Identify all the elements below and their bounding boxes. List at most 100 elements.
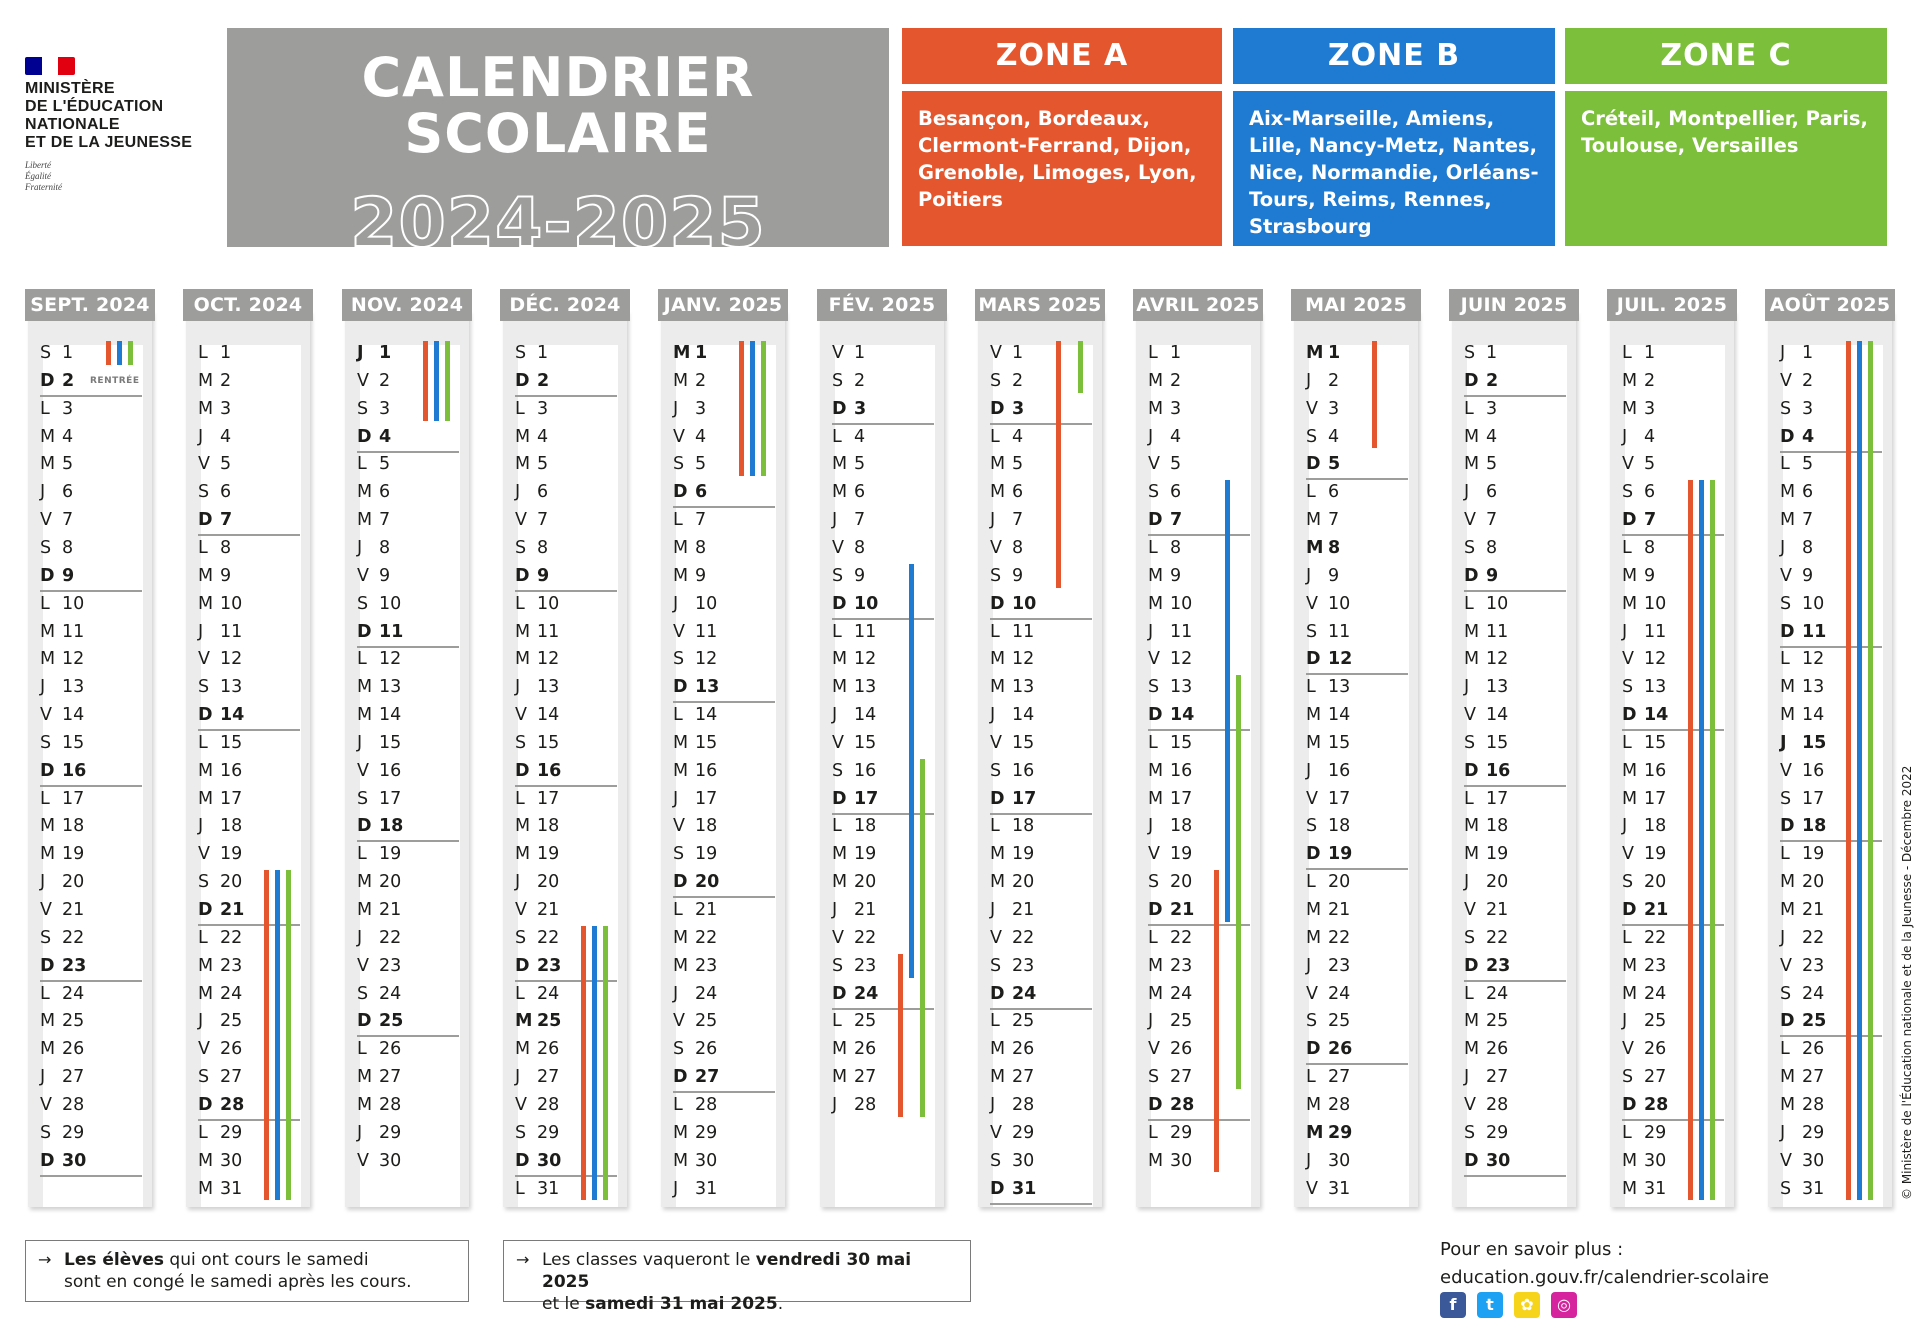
day-number: 12 xyxy=(1012,649,1035,670)
day-number: 24 xyxy=(379,983,402,1004)
weekday-letter: M xyxy=(1306,1122,1324,1143)
weekday-letter: M xyxy=(1622,398,1638,419)
holiday-bar-zone-c xyxy=(128,341,133,365)
day-number: 20 xyxy=(1170,872,1193,893)
day-row: M 16 xyxy=(1622,757,1724,785)
day-number: 8 xyxy=(220,537,232,558)
day-number: 24 xyxy=(1328,983,1351,1004)
day-number: 2 xyxy=(854,370,866,391)
facebook-icon[interactable]: f xyxy=(1440,1292,1466,1318)
day-number: 27 xyxy=(379,1067,402,1088)
day-number: 21 xyxy=(854,900,877,920)
day-number: 8 xyxy=(695,537,707,558)
day-number: 23 xyxy=(537,955,562,976)
weekday-letter: L xyxy=(832,1011,842,1032)
day-number: 30 xyxy=(220,1150,243,1171)
holiday-bar-zone-c xyxy=(445,341,450,421)
weekday-letter: D xyxy=(198,705,213,726)
day-row: D 23 xyxy=(40,952,142,982)
day-row: J 18 xyxy=(1148,812,1250,840)
day-row: S 20 xyxy=(198,868,300,896)
weekday-letter: L xyxy=(515,1178,525,1199)
day-number: 10 xyxy=(695,593,718,614)
holiday-bar-zone-a xyxy=(106,341,111,365)
weekday-letter: M xyxy=(515,816,531,837)
day-row: L 15 xyxy=(1148,729,1250,757)
weekday-letter: M xyxy=(1464,426,1480,447)
day-number: 17 xyxy=(537,788,560,809)
day-row: V 26 xyxy=(1622,1035,1724,1063)
day-number: 19 xyxy=(695,844,718,865)
day-number: 19 xyxy=(379,844,402,865)
day-row: D 30 xyxy=(1464,1147,1566,1177)
weekday-letter: J xyxy=(198,816,204,837)
zone-c-cities: Créteil, Montpellier, Paris, Toulouse, V… xyxy=(1565,91,1887,246)
day-row: M 26 xyxy=(832,1035,934,1063)
day-number: 31 xyxy=(537,1178,560,1199)
day-row: V 19 xyxy=(1148,840,1250,868)
rentree-note: RENTRÉE xyxy=(90,375,140,386)
day-row: D 25 xyxy=(357,1007,459,1038)
day-row: M 27 xyxy=(357,1063,459,1091)
day-number: 19 xyxy=(62,844,85,865)
day-number: 26 xyxy=(1170,1039,1193,1060)
weekday-letter: D xyxy=(990,1178,1005,1199)
snapchat-icon[interactable]: ✿ xyxy=(1514,1292,1540,1318)
day-number: 9 xyxy=(1644,565,1656,586)
weekday-letter: L xyxy=(1148,732,1158,753)
day-number: 1 xyxy=(1328,343,1341,363)
day-row: L 12 xyxy=(357,645,459,673)
weekday-letter: D xyxy=(1306,649,1321,670)
day-number: 28 xyxy=(695,1094,718,1115)
day-number: 31 xyxy=(695,1178,718,1199)
weekday-letter: V xyxy=(357,760,369,781)
day-number: 2 xyxy=(1170,370,1182,391)
day-number: 25 xyxy=(854,1011,877,1032)
weekday-letter: J xyxy=(1464,872,1470,893)
weekday-letter: M xyxy=(357,900,373,920)
more-info-link[interactable]: education.gouv.fr/calendrier-scolaire xyxy=(1440,1267,1770,1288)
day-row: M 11 xyxy=(1464,618,1566,646)
day-number: 19 xyxy=(1644,844,1667,865)
motto-line: Liberté xyxy=(25,160,51,170)
weekday-letter: L xyxy=(515,593,525,614)
day-row: D 24 xyxy=(990,980,1092,1010)
weekday-letter: V xyxy=(40,900,52,920)
day-row: D 30 xyxy=(515,1147,617,1177)
day-number: 30 xyxy=(1644,1150,1667,1171)
weekday-letter: M xyxy=(1622,1150,1638,1171)
day-row: M 19 xyxy=(515,840,617,868)
day-number: 3 xyxy=(1328,398,1340,419)
day-number: 20 xyxy=(1802,872,1825,893)
weekday-letter: L xyxy=(1622,927,1632,948)
twitter-icon[interactable]: t xyxy=(1477,1292,1503,1318)
weekday-letter: V xyxy=(1306,398,1318,419)
day-row: J 25 xyxy=(1622,1007,1724,1035)
day-row: V 29 xyxy=(990,1119,1092,1147)
day-number: 5 xyxy=(62,454,74,475)
weekday-letter: M xyxy=(40,1039,56,1060)
weekday-letter: D xyxy=(1464,370,1479,391)
month-column: MAI 2025 M 1 J 2 V 3 S 4 D 5 L 6 M 7 M 8 J 9 V 10 S 11 D 12 L 13 M 1… xyxy=(1291,289,1421,1207)
weekday-letter: M xyxy=(515,1039,531,1060)
instagram-icon[interactable]: ◎ xyxy=(1551,1292,1577,1318)
day-row: S 13 xyxy=(1148,673,1250,701)
weekday-letter: J xyxy=(1780,537,1786,558)
day-row: M 29 xyxy=(673,1119,775,1147)
weekday-letter: V xyxy=(515,510,527,531)
day-row: D 28 xyxy=(1622,1091,1724,1121)
weekday-letter: M xyxy=(1780,482,1796,503)
weekday-letter: M xyxy=(515,844,531,865)
day-number: 9 xyxy=(854,565,866,586)
day-number: 19 xyxy=(537,844,560,865)
weekday-letter: D xyxy=(1148,705,1163,726)
day-number: 20 xyxy=(1486,872,1509,893)
day-number: 16 xyxy=(854,760,877,781)
